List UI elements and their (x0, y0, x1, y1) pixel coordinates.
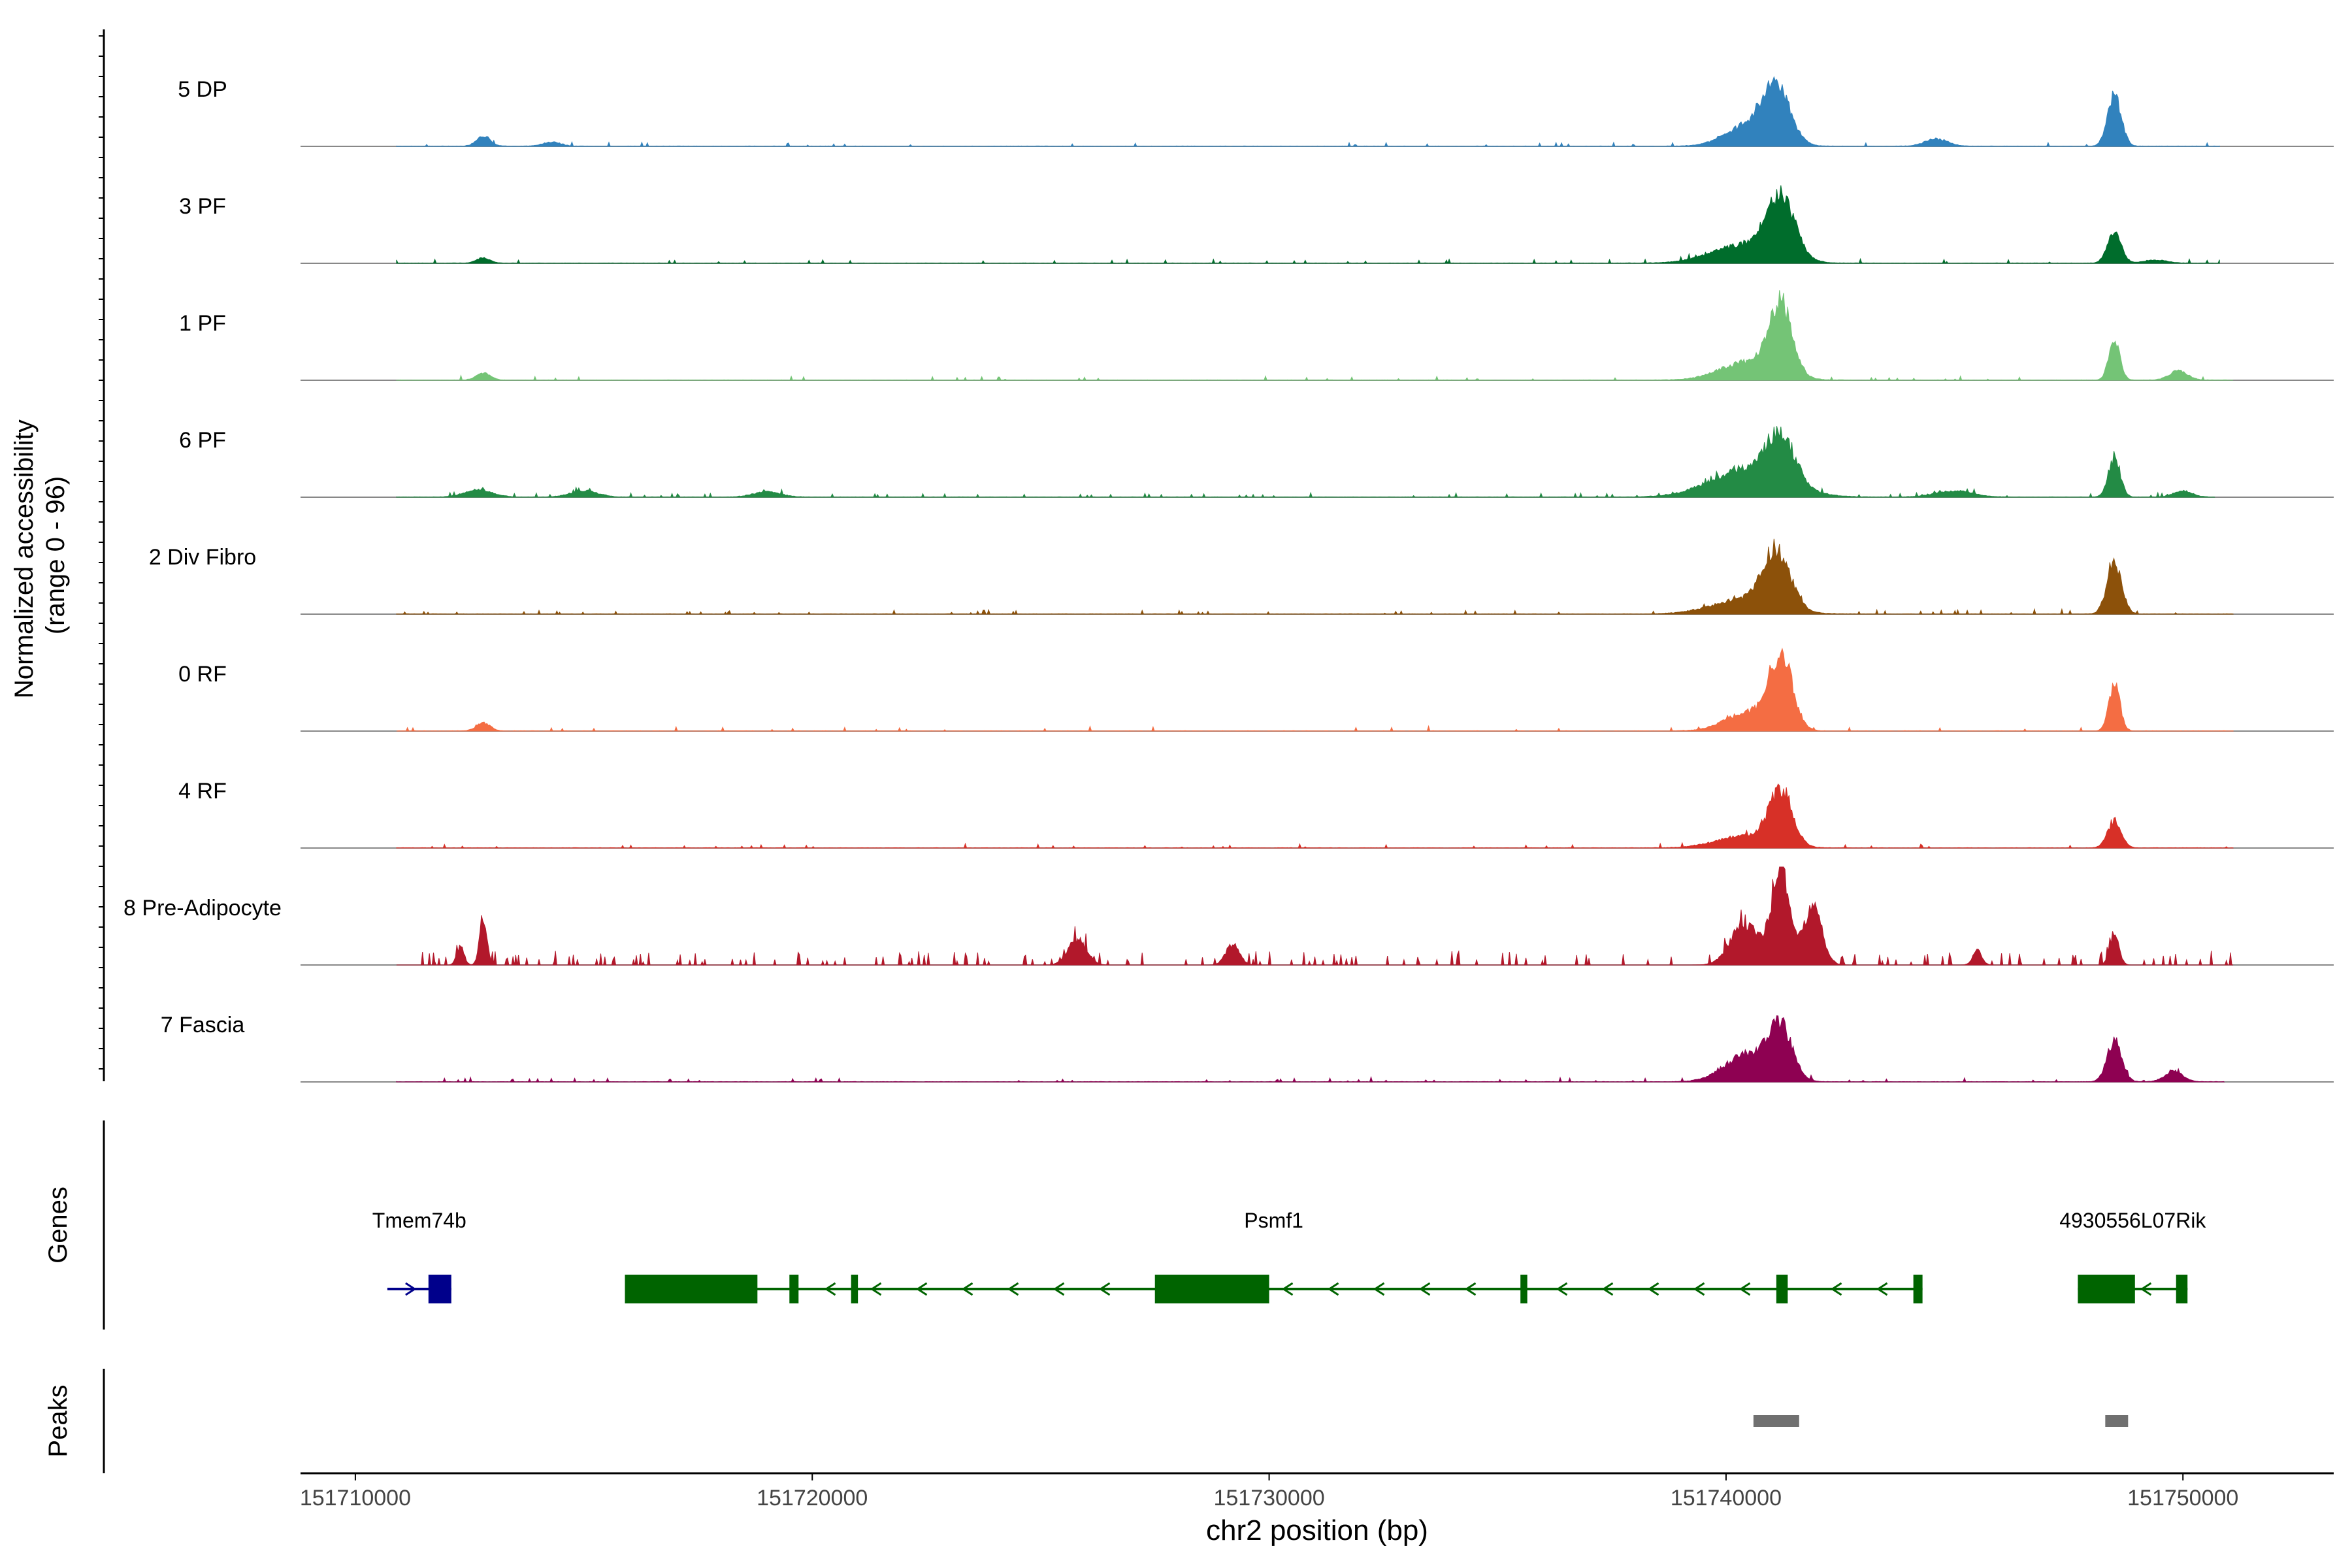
track-label: 4 RF (178, 779, 227, 804)
strand-arrow (961, 1282, 973, 1296)
strand-arrow (915, 1282, 928, 1296)
x-tick-label: 151730000 (1213, 1486, 1324, 1511)
gene-label: 4930556L07Rik (2059, 1209, 2206, 1232)
strand-arrow (1327, 1282, 1339, 1296)
gene-exon (789, 1275, 799, 1303)
strand-arrow (870, 1282, 882, 1296)
genes-label: Genes (44, 1186, 73, 1264)
y-axis-label-line2: (range 0 - 96) (41, 476, 70, 634)
x-tick-label: 151740000 (1671, 1486, 1782, 1511)
track-label: 8 Pre-Adipocyte (123, 896, 282, 921)
coverage-tracks: 5 DP 3 PF 1 PF 6 PF 2 Div Fibro 0 RF 4 RF 8 Pre… (123, 76, 2334, 1083)
strand-arrow (824, 1282, 836, 1296)
peak-regions (1753, 1415, 2129, 1427)
strand-arrow (1556, 1282, 1568, 1296)
coverage-area (396, 538, 2234, 615)
peak-bar (1753, 1415, 1799, 1427)
strand-arrow (1098, 1282, 1111, 1296)
gene-exon (2078, 1275, 2135, 1303)
gene-exon (1913, 1275, 1923, 1303)
y-axis-label: Normalized accessibility (range 0 - 96) (10, 412, 70, 698)
strand-arrow (1464, 1282, 1477, 1296)
gene-exon (428, 1275, 451, 1303)
strand-arrow (1418, 1282, 1431, 1296)
track-label: 6 PF (179, 428, 226, 453)
gene-label: Psmf1 (1244, 1209, 1303, 1232)
coverage-area (396, 76, 2220, 147)
x-axis-ticks: 151710000 151720000 151730000 151740000 1517… (300, 1473, 2238, 1511)
track-3: 1 PF (179, 290, 2334, 381)
coverage-area (396, 290, 2234, 381)
coverage-area (396, 866, 2234, 966)
strand-arrow (1601, 1282, 1614, 1296)
gene-annotations: Tmem74b Psmf1 4930556L07Rik (372, 1209, 2206, 1303)
coverage-area (396, 185, 2220, 264)
gene-Tmem74b: Tmem74b (372, 1209, 466, 1303)
track-label: 7 Fascia (161, 1013, 245, 1037)
coverage-area (396, 426, 2215, 498)
y-axis-ticks (99, 35, 104, 1070)
strand-arrow (1281, 1282, 1294, 1296)
y-axis: Normalized accessibility (range 0 - 96) (10, 29, 105, 1081)
coverage-area (396, 783, 2234, 849)
track-5: 2 Div Fibro (149, 538, 2334, 615)
strand-arrow (1739, 1282, 1751, 1296)
peaks-panel: Peaks (44, 1369, 2129, 1473)
gene-exon (851, 1275, 858, 1303)
x-tick-label: 151750000 (2127, 1486, 2238, 1511)
gene-4930556L07Rik: 4930556L07Rik (2059, 1209, 2206, 1303)
track-label: 0 RF (178, 662, 227, 687)
gene-exon (2176, 1275, 2188, 1303)
strand-arrow (1647, 1282, 1659, 1296)
strand-arrow (2140, 1282, 2152, 1296)
gene-label: Tmem74b (372, 1209, 466, 1232)
x-axis: 151710000 151720000 151730000 151740000 1517… (300, 1472, 2334, 1546)
peak-bar (2105, 1415, 2129, 1427)
genes-panel: Genes Tmem74b Psmf1 4930556L07Rik (44, 1120, 2206, 1330)
track-9: 7 Fascia (161, 1013, 2334, 1083)
gene-Psmf1: Psmf1 (625, 1209, 1923, 1303)
gene-exon (1520, 1275, 1527, 1303)
track-8: 8 Pre-Adipocyte (123, 866, 2334, 966)
track-7: 4 RF (178, 779, 2334, 849)
x-tick-label: 151720000 (757, 1486, 868, 1511)
x-tick-label: 151710000 (300, 1486, 411, 1511)
track-1: 5 DP (178, 76, 2334, 147)
strand-arrow (1876, 1282, 1888, 1296)
track-label: 1 PF (179, 311, 226, 336)
track-label: 3 PF (179, 194, 226, 219)
strand-arrow (1007, 1282, 1019, 1296)
coverage-area (396, 647, 2234, 732)
track-label: 2 Div Fibro (149, 545, 256, 570)
y-axis-label-line1: Normalized accessibility (10, 419, 39, 698)
strand-arrow (1373, 1282, 1385, 1296)
track-2: 3 PF (179, 185, 2334, 264)
track-6: 0 RF (178, 647, 2334, 732)
gene-exon (625, 1275, 758, 1303)
gene-exon (1776, 1275, 1788, 1303)
strand-arrow (1830, 1282, 1842, 1296)
peaks-label: Peaks (44, 1384, 73, 1457)
coverage-area (396, 1015, 2225, 1083)
strand-arrow (1693, 1282, 1705, 1296)
gene-exon (1154, 1275, 1269, 1303)
x-axis-label: chr2 position (bp) (1206, 1514, 1428, 1546)
strand-arrow (405, 1282, 417, 1296)
strand-arrow (1053, 1282, 1065, 1296)
track-label: 5 DP (178, 77, 227, 102)
track-4: 6 PF (179, 426, 2334, 498)
